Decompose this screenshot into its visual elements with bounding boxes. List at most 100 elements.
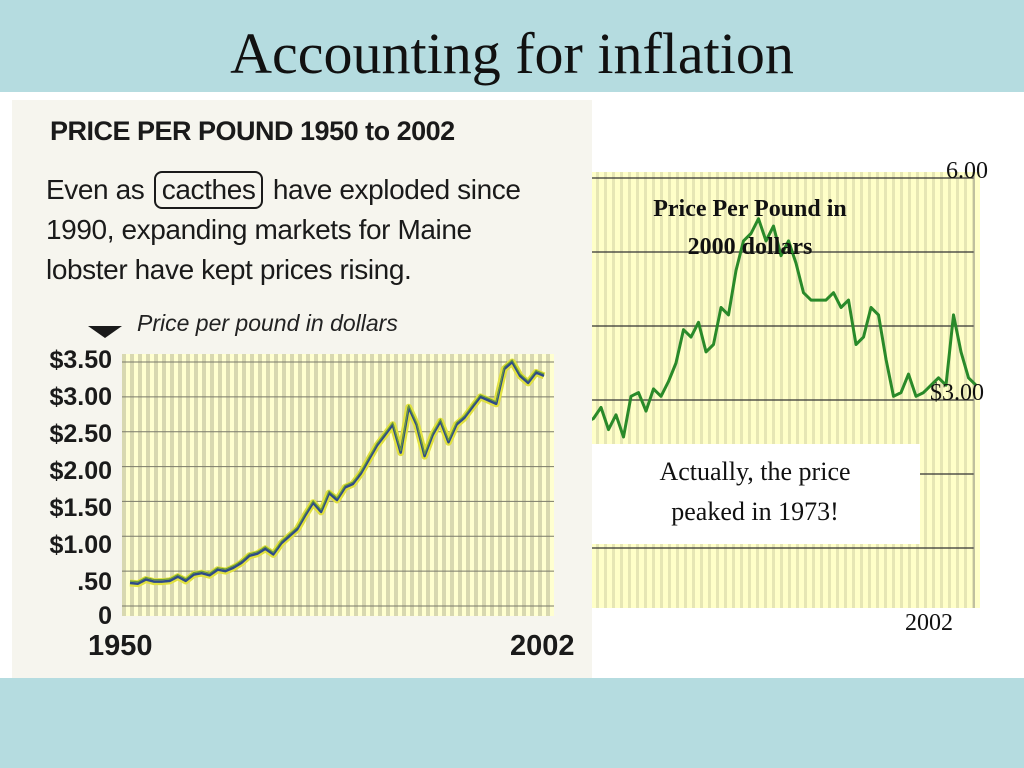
caption-line-2: 1990, expanding markets for Maine — [46, 214, 472, 245]
slide-title: Accounting for inflation — [230, 21, 794, 86]
inflation-stripe — [724, 172, 727, 608]
scan-series-highlight — [129, 359, 545, 583]
scan-stripe — [370, 354, 374, 616]
scan-stripe — [306, 354, 310, 616]
annotation-line-1: Actually, the price — [659, 457, 851, 486]
inflation-stripe — [860, 172, 863, 608]
scan-y-tick-100: $1.00 — [49, 531, 112, 559]
inflation-chart-plot — [586, 172, 980, 608]
scan-stripe — [274, 354, 278, 616]
scan-stripe — [322, 354, 326, 616]
scan-stripe — [178, 354, 182, 616]
inflation-stripe — [740, 172, 743, 608]
scan-y-tick-200: $2.00 — [49, 457, 112, 485]
scan-stripe — [418, 354, 422, 616]
inflation-stripe — [876, 172, 879, 608]
scan-stripe — [290, 354, 294, 616]
scan-stripe — [402, 354, 406, 616]
inflation-series-line — [586, 217, 978, 439]
scan-series-line — [129, 360, 545, 585]
inflation-stripe — [884, 172, 887, 608]
inflation-stripe — [708, 172, 711, 608]
inflation-x-tick-end: 2002 — [905, 610, 953, 636]
inflation-stripe — [812, 172, 815, 608]
scan-y-tick-250: $2.50 — [49, 420, 112, 448]
inflation-stripe — [844, 172, 847, 608]
scan-stripe — [202, 354, 206, 616]
inflation-stripe — [796, 172, 799, 608]
scan-stripe — [186, 354, 190, 616]
scan-stripe — [498, 354, 502, 616]
scan-stripe — [242, 354, 246, 616]
scan-stripe — [162, 354, 166, 616]
scan-stripe — [282, 354, 286, 616]
scan-stripe — [266, 354, 270, 616]
inflation-plot-stripes — [588, 172, 975, 608]
scan-stripe — [330, 354, 334, 616]
scan-stripe — [490, 354, 494, 616]
inflation-stripe — [964, 172, 967, 608]
scanned-chart-heading: PRICE PER POUND 1950 to 2002 — [50, 116, 455, 146]
scan-stripe — [410, 354, 414, 616]
scan-stripe — [258, 354, 262, 616]
scan-stripe — [226, 354, 230, 616]
scan-stripe — [362, 354, 366, 616]
scan-stripe — [482, 354, 486, 616]
inflation-stripe — [948, 172, 951, 608]
inflation-stripe — [604, 172, 607, 608]
inflation-stripe — [732, 172, 735, 608]
inflation-stripe — [828, 172, 831, 608]
inflation-y-tick-mid: $3.00 — [930, 380, 984, 406]
scan-stripe — [138, 354, 142, 616]
inflation-stripe — [700, 172, 703, 608]
scan-y-tick-0: 0 — [98, 602, 112, 630]
boxed-word: cacthes — [153, 171, 264, 209]
scan-stripe — [546, 354, 550, 616]
annotation-note: Actually, the price peaked in 1973! — [590, 444, 920, 544]
scan-stripe — [426, 354, 430, 616]
inflation-stripe — [908, 172, 911, 608]
scan-stripe — [474, 354, 478, 616]
inflation-stripe — [644, 172, 647, 608]
scan-y-tick-350: $3.50 — [49, 346, 112, 374]
scan-stripe — [314, 354, 318, 616]
inflation-series — [586, 217, 978, 439]
scan-stripe — [466, 354, 470, 616]
scan-stripe — [514, 354, 518, 616]
caption-line-1-after: have exploded since — [265, 174, 521, 205]
inflation-stripe — [772, 172, 775, 608]
inflation-stripe — [716, 172, 719, 608]
inflation-stripe — [804, 172, 807, 608]
inflation-stripe — [764, 172, 767, 608]
annotation-line-2: peaked in 1973! — [671, 497, 839, 526]
scan-stripe — [210, 354, 214, 616]
scan-stripe — [122, 354, 126, 616]
inflation-stripe — [780, 172, 783, 608]
inflation-stripe — [932, 172, 935, 608]
inflation-chart-title: Price Per Pound in 2000 dollars — [596, 190, 904, 266]
scan-stripe — [154, 354, 158, 616]
scan-stripe — [450, 354, 454, 616]
caption-line-1: Even as cacthes have exploded since — [46, 171, 521, 209]
inflation-stripe — [660, 172, 663, 608]
inflation-stripe — [868, 172, 871, 608]
scan-stripe — [298, 354, 302, 616]
inflation-stripe — [628, 172, 631, 608]
inflation-stripe — [956, 172, 959, 608]
scanned-chart-caption: Even as cacthes have exploded since 1990… — [46, 170, 586, 290]
scan-x-tick-end: 2002 — [510, 630, 575, 662]
scan-stripe — [378, 354, 382, 616]
scan-stripe — [250, 354, 254, 616]
inflation-stripe — [916, 172, 919, 608]
inflation-stripe — [820, 172, 823, 608]
scanned-chart-subtitle: Price per pound in dollars — [137, 310, 398, 336]
scan-stripe — [434, 354, 438, 616]
inflation-stripe — [612, 172, 615, 608]
inflation-stripe — [940, 172, 943, 608]
inflation-stripe — [756, 172, 759, 608]
scan-stripe — [522, 354, 526, 616]
scan-y-tick-300: $3.00 — [49, 383, 112, 411]
scan-stripe — [170, 354, 174, 616]
scan-x-tick-start: 1950 — [88, 630, 153, 662]
scan-stripe — [146, 354, 150, 616]
